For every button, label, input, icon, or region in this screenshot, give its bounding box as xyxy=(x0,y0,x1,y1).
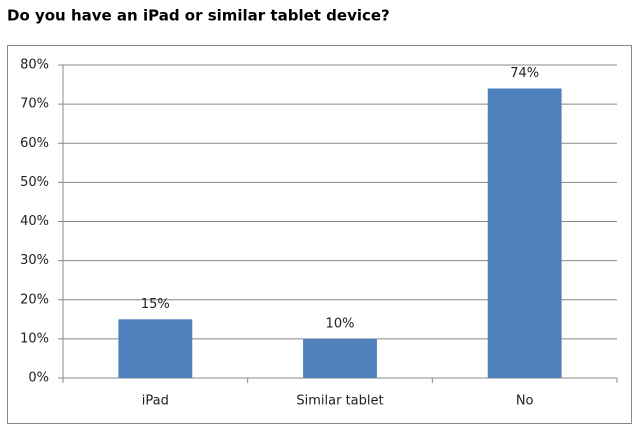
y-tick-label: 70% xyxy=(20,97,49,112)
y-tick-label: 10% xyxy=(20,331,49,346)
y-tick-label: 0% xyxy=(28,371,49,386)
bar xyxy=(118,319,193,378)
y-tick-label: 20% xyxy=(20,292,49,307)
data-label: 10% xyxy=(326,316,355,331)
x-tick-label: iPad xyxy=(142,394,169,409)
y-tick-label: 30% xyxy=(20,253,49,268)
y-tick-label: 60% xyxy=(20,136,49,151)
bar xyxy=(487,88,562,378)
chart-title: Do you have an iPad or similar tablet de… xyxy=(7,7,390,25)
data-label: 15% xyxy=(141,297,170,312)
x-tick-label: Similar tablet xyxy=(296,394,383,409)
y-tick-label: 80% xyxy=(20,58,49,73)
x-tick-label: No xyxy=(516,394,534,409)
y-tick-label: 50% xyxy=(20,175,49,190)
y-tick-label: 40% xyxy=(20,214,49,229)
bar xyxy=(303,338,377,378)
data-label: 74% xyxy=(510,66,539,81)
